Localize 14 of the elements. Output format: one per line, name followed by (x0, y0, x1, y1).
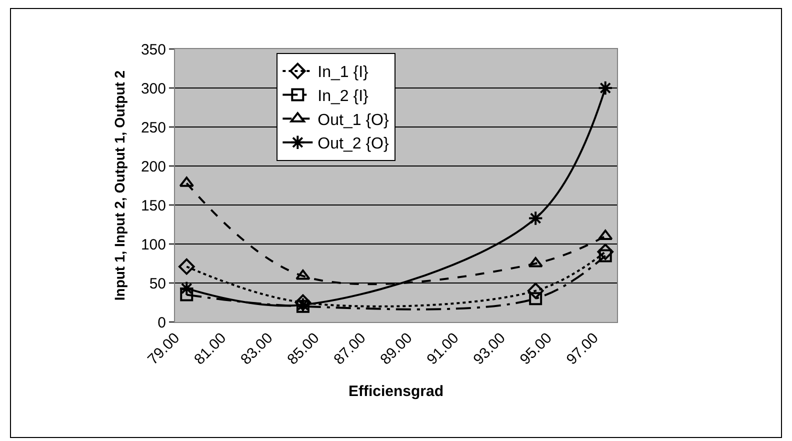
y-tick-label: 300 (140, 80, 166, 98)
y-tick-label: 350 (140, 41, 166, 58)
y-tick-label: 50 (149, 275, 166, 292)
legend-label: In_1 {I} (318, 64, 370, 82)
y-tick-label: 200 (140, 158, 166, 176)
y-tick-label: 100 (140, 236, 166, 254)
legend-label: Out_2 {O} (318, 136, 390, 153)
legend-label: In_2 {I} (318, 88, 370, 106)
legend-label: Out_1 {O} (318, 112, 390, 129)
y-tick-label: 250 (140, 119, 166, 136)
y-tick-label: 0 (158, 314, 166, 332)
y-tick-label: 150 (140, 197, 166, 214)
y-axis-title: Input 1, Input 2, Output 1, Output 2 (112, 70, 128, 301)
x-axis-title: Efficiensgrad (348, 383, 444, 400)
